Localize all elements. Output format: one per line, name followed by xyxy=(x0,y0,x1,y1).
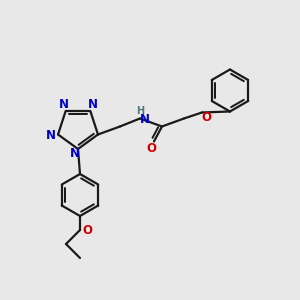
Text: H: H xyxy=(136,106,144,116)
Text: O: O xyxy=(82,224,92,238)
Text: N: N xyxy=(140,113,150,126)
Text: N: N xyxy=(58,98,69,111)
Text: N: N xyxy=(46,129,56,142)
Text: O: O xyxy=(201,111,211,124)
Text: N: N xyxy=(87,98,98,111)
Text: N: N xyxy=(70,147,80,161)
Text: O: O xyxy=(146,142,156,155)
